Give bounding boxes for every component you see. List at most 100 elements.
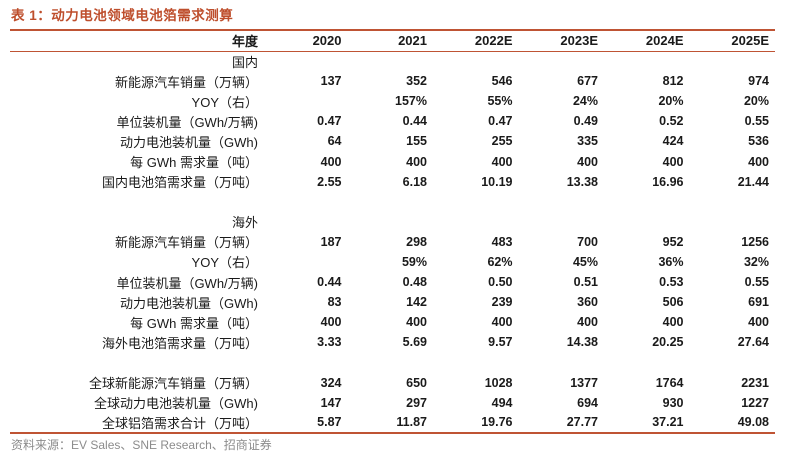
cell-value xyxy=(433,352,519,372)
cell-value: 59% xyxy=(401,254,427,269)
table-title: 表 1：动力电池领域电池箔需求测算 xyxy=(11,8,234,23)
row-label: YOY（右） xyxy=(191,94,258,110)
cell-value: 1764 xyxy=(655,375,684,390)
cell-value xyxy=(262,252,348,272)
cell-value: 36% xyxy=(658,254,684,269)
cell-value: 0.44 xyxy=(317,275,342,290)
column-header-year-2022E: 2022E xyxy=(433,30,519,52)
cell-value: 37.21 xyxy=(652,415,684,430)
cell-value: 324 xyxy=(320,375,342,390)
section-row: 海外 xyxy=(10,212,775,232)
cell-value xyxy=(433,212,519,232)
column-header-label: 年度 xyxy=(10,30,262,52)
table-row: 国内电池箔需求量（万吨） 2.55 6.18 10.19 13.38 16.96 21.44 xyxy=(10,172,775,192)
cell-value: 424 xyxy=(662,134,684,149)
cell-value: 5.87 xyxy=(317,415,342,430)
cell-value: 400 xyxy=(577,315,598,330)
cell-value: 27.77 xyxy=(566,415,598,430)
cell-value: 16.96 xyxy=(652,174,684,189)
cell-value: 536 xyxy=(748,134,769,149)
cell-value xyxy=(262,192,348,212)
cell-value: 21.44 xyxy=(737,174,769,189)
cell-value xyxy=(433,192,519,212)
cell-value: 2.55 xyxy=(317,174,342,189)
table-row: 动力电池装机量（GWh) 83 142 239 360 506 691 xyxy=(10,292,775,312)
cell-value: 400 xyxy=(662,315,684,330)
cell-value: 20.25 xyxy=(652,335,684,350)
column-header-year-2020: 2020 xyxy=(262,30,348,52)
cell-value: 400 xyxy=(406,315,427,330)
cell-value: 187 xyxy=(320,234,342,249)
row-label: 单位装机量（GWh/万辆) xyxy=(116,114,258,130)
cell-value: 974 xyxy=(748,74,769,89)
column-header-year-2021: 2021 xyxy=(347,30,433,52)
table-row: 全球动力电池装机量（GWh) 147 297 494 694 930 1227 xyxy=(10,393,775,413)
row-label xyxy=(10,352,262,372)
cell-value: 32% xyxy=(743,254,769,269)
table-row: 每 GWh 需求量（吨） 400 400 400 400 400 400 xyxy=(10,312,775,332)
row-label: 新能源汽车销量（万辆） xyxy=(114,74,258,90)
row-label: 国内 xyxy=(231,54,258,70)
row-label: 动力电池装机量（GWh) xyxy=(120,295,258,311)
cell-value: 483 xyxy=(491,234,513,249)
cell-value: 691 xyxy=(748,295,769,310)
table-row: 全球铝箔需求合计（万吨） 5.87 11.87 19.76 27.77 37.21 49.0… xyxy=(10,413,775,433)
source-text: EV Sales、SNE Research、招商证券 xyxy=(71,437,272,452)
cell-value: 55% xyxy=(487,94,513,109)
cell-value: 677 xyxy=(577,74,598,89)
cell-value: 400 xyxy=(320,315,342,330)
cell-value: 10.19 xyxy=(481,174,513,189)
table-header: 年度 2020 2021 2022E 2023E 2024E 2025E xyxy=(10,30,775,52)
cell-value: 1256 xyxy=(741,234,769,249)
cell-value: 400 xyxy=(491,315,513,330)
cell-value: 13.38 xyxy=(566,174,598,189)
cell-value: 45% xyxy=(572,254,598,269)
cell-value: 297 xyxy=(406,395,427,410)
cell-value: 20% xyxy=(658,94,684,109)
cell-value: 1028 xyxy=(484,375,513,390)
cell-value: 360 xyxy=(577,295,598,310)
row-label: 每 GWh 需求量（吨） xyxy=(130,315,258,331)
cell-value: 14.38 xyxy=(566,335,598,350)
cell-value: 952 xyxy=(662,234,684,249)
table-row: 单位装机量（GWh/万辆) 0.47 0.44 0.47 0.49 0.52 0.55 xyxy=(10,111,775,131)
cell-value: 700 xyxy=(577,234,598,249)
row-label: 每 GWh 需求量（吨） xyxy=(130,155,258,171)
table-row: YOY（右） 59% 62% 45% 36% 32% xyxy=(10,252,775,272)
cell-value: 0.50 xyxy=(488,275,513,290)
cell-value xyxy=(348,51,434,71)
cell-value xyxy=(519,212,605,232)
battery-foil-demand-table: 年度 2020 2021 2022E 2023E 2024E 2025E 国内新能源汽车销量… xyxy=(10,29,775,434)
table-row: 海外电池箔需求量（万吨） 3.33 5.69 9.57 14.38 20.25 27.64 xyxy=(10,332,775,352)
cell-value: 400 xyxy=(406,154,427,169)
cell-value: 694 xyxy=(577,395,598,410)
cell-value: 298 xyxy=(406,234,427,249)
table-row: 动力电池装机量（GWh) 64 155 255 335 424 536 xyxy=(10,131,775,151)
row-label xyxy=(10,192,262,212)
cell-value xyxy=(604,212,690,232)
cell-value: 1377 xyxy=(570,375,598,390)
cell-value xyxy=(690,192,776,212)
source-label: 资料来源： xyxy=(11,437,72,452)
cell-value: 83 xyxy=(327,295,342,310)
cell-value: 19.76 xyxy=(481,415,513,430)
cell-value: 155 xyxy=(406,134,427,149)
cell-value: 64 xyxy=(327,134,342,149)
cell-value: 400 xyxy=(577,154,598,169)
cell-value: 400 xyxy=(491,154,513,169)
cell-value: 147 xyxy=(320,395,342,410)
cell-value: 239 xyxy=(491,295,513,310)
table-row: YOY（右） 157% 55% 24% 20% 20% xyxy=(10,91,775,111)
cell-value xyxy=(262,51,348,71)
row-label: 海外 xyxy=(231,215,258,231)
section-row: 国内 xyxy=(10,51,775,71)
cell-value: 506 xyxy=(662,295,684,310)
cell-value xyxy=(604,352,690,372)
cell-value: 0.55 xyxy=(744,114,769,129)
cell-value: 400 xyxy=(662,154,684,169)
cell-value: 400 xyxy=(748,315,769,330)
header-row: 年度 2020 2021 2022E 2023E 2024E 2025E xyxy=(10,30,775,52)
cell-value: 812 xyxy=(662,74,684,89)
cell-value: 0.47 xyxy=(317,114,342,129)
